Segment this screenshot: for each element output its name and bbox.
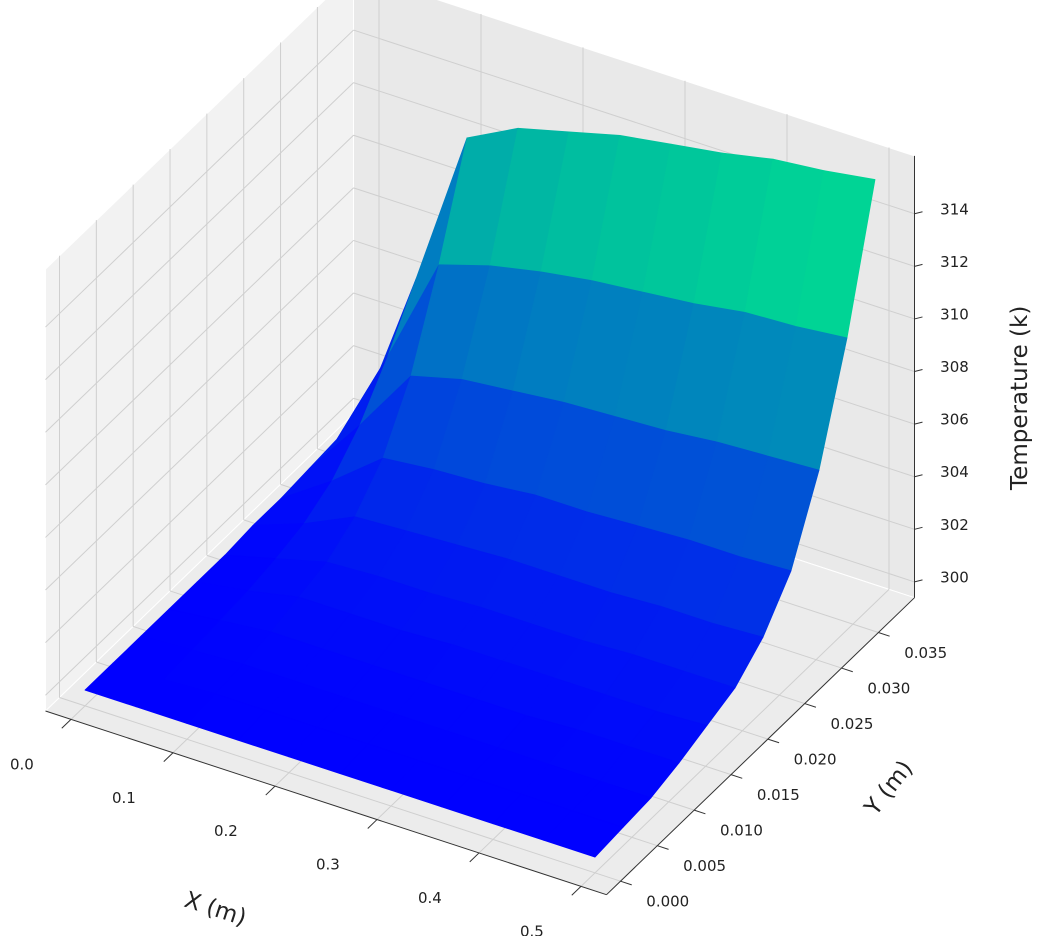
- grid-line: [45, 240, 354, 538]
- z-tick-label: 308: [940, 358, 969, 376]
- y-tick-label: 0.030: [867, 679, 910, 697]
- z-tick: [914, 421, 923, 425]
- z-tick: [914, 263, 923, 267]
- x-tick-label: 0.1: [112, 789, 136, 807]
- y-tick: [657, 845, 669, 850]
- y-tick: [767, 738, 780, 744]
- grid-line: [45, 345, 354, 643]
- z-axis-label: Temperature (k): [1007, 306, 1033, 491]
- z-tick-label: 302: [940, 516, 969, 534]
- y-tick-label: 0.020: [794, 750, 837, 768]
- x-axis-line: [45, 710, 607, 896]
- x-tick: [265, 785, 276, 796]
- x-tick: [571, 885, 582, 896]
- z-tick: [914, 579, 923, 583]
- y-axis-label: Y (m): [859, 756, 918, 821]
- grid-line: [580, 588, 890, 887]
- y-tick: [878, 632, 890, 637]
- z-tick-label: 310: [940, 305, 969, 323]
- grid-line: [59, 697, 621, 882]
- y-tick-label: 0.025: [831, 715, 874, 733]
- y-tick-label: 0.015: [757, 786, 800, 804]
- y-tick-label: 0.000: [646, 893, 689, 911]
- grid-line: [45, 397, 354, 696]
- z-tick: [914, 474, 923, 478]
- grid-line: [45, 134, 354, 433]
- z-tick-label: 304: [940, 463, 969, 481]
- surface-cell: [543, 810, 624, 858]
- x-tick-label: 0.5: [520, 922, 544, 936]
- x-tick-label: 0.2: [214, 822, 238, 840]
- grid-line: [45, 292, 354, 591]
- x-axis-label: X (m): [181, 887, 249, 931]
- z-tick-label: 300: [940, 568, 969, 586]
- y-tick-label: 0.035: [904, 644, 947, 662]
- y-tick: [730, 774, 743, 779]
- grid-line: [45, 29, 354, 328]
- y-tick: [694, 809, 706, 815]
- y-tick-label: 0.010: [720, 822, 763, 840]
- z-tick: [914, 211, 923, 215]
- z-tick-label: 312: [940, 253, 969, 271]
- grid-line: [45, 187, 354, 486]
- z-tick: [914, 526, 923, 530]
- y-axis-line: [606, 597, 915, 896]
- z-tick-label: 314: [940, 200, 969, 218]
- grid-line: [45, 82, 354, 381]
- x-tick: [367, 819, 378, 829]
- z-tick-label: 306: [940, 411, 969, 429]
- z-tick: [914, 369, 923, 373]
- x-tick-label: 0.4: [418, 889, 442, 907]
- x-tick: [163, 752, 174, 763]
- x-tick: [61, 718, 72, 729]
- y-tick-label: 0.005: [683, 857, 726, 875]
- x-tick-label: 0.0: [10, 755, 34, 773]
- x-tick-label: 0.3: [316, 856, 340, 874]
- surface: [84, 127, 876, 858]
- y-tick: [620, 880, 632, 886]
- z-tick: [914, 316, 923, 320]
- y-tick: [804, 703, 817, 708]
- x-tick: [469, 852, 480, 863]
- y-tick: [841, 667, 853, 673]
